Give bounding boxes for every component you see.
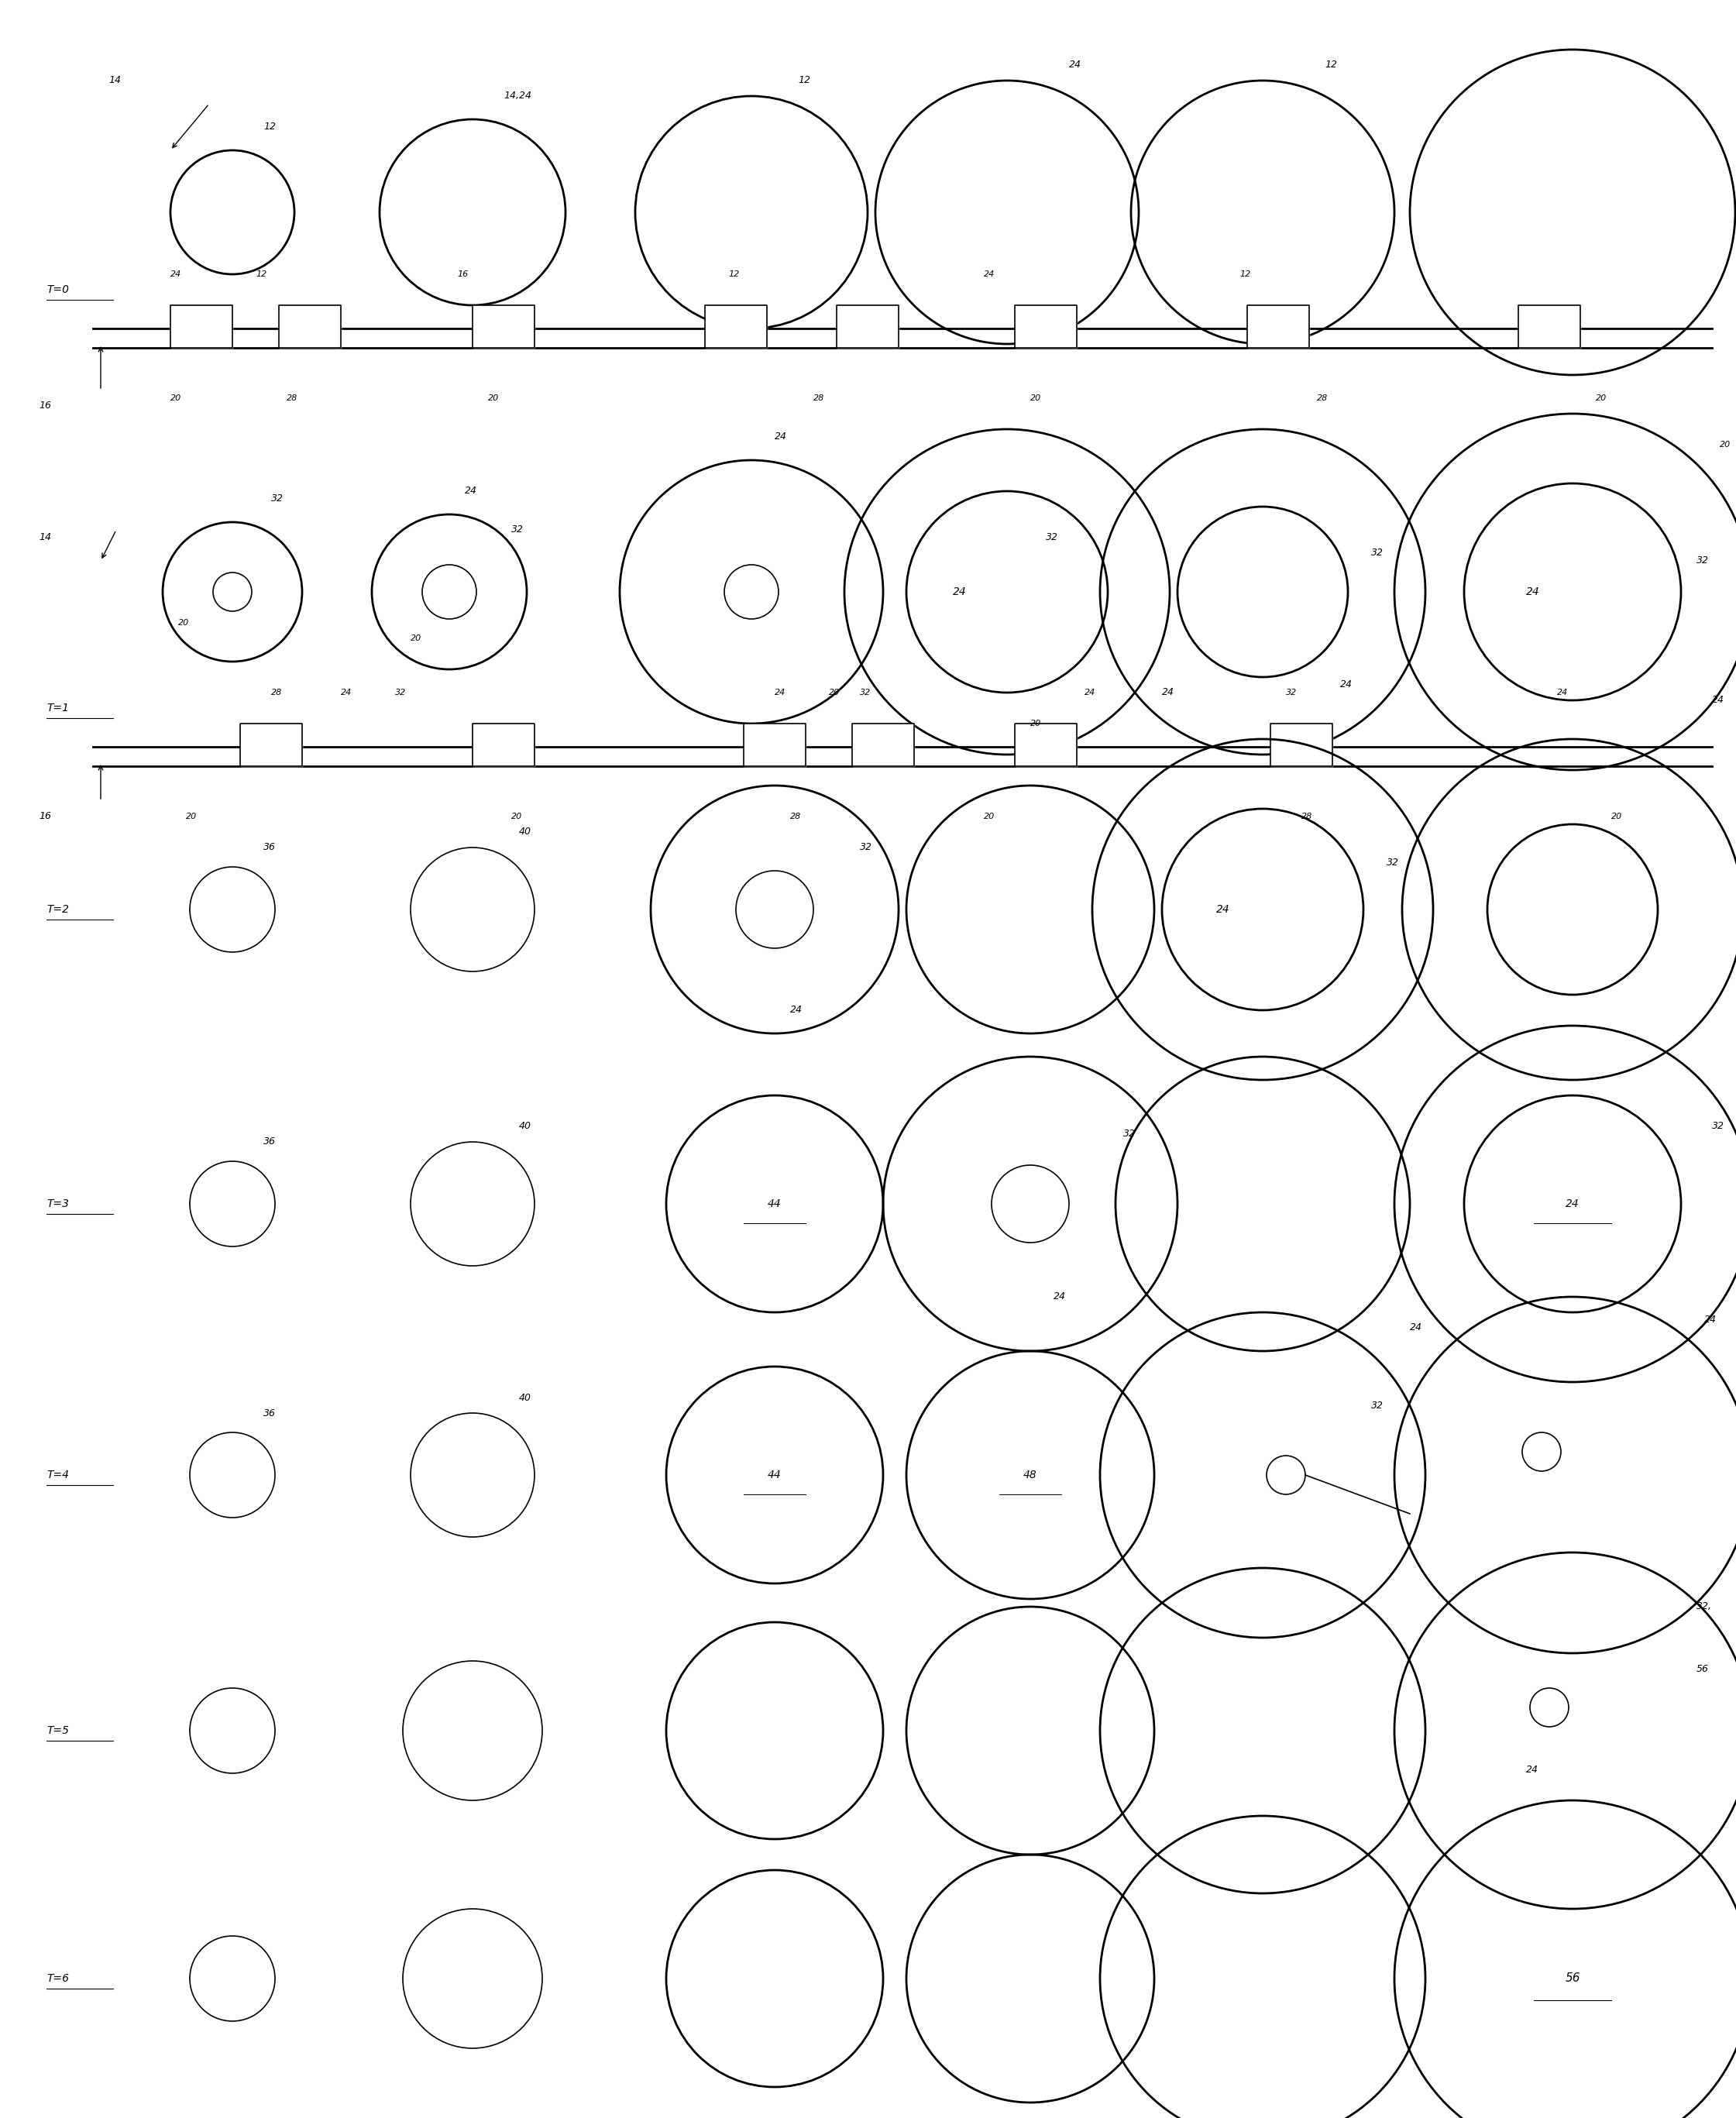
Text: 24: 24 [774, 432, 786, 443]
Text: 24: 24 [1085, 688, 1095, 697]
Text: 24: 24 [1410, 1324, 1422, 1332]
Text: 24: 24 [170, 271, 182, 277]
Text: T=4: T=4 [47, 1470, 69, 1480]
Polygon shape [1271, 724, 1333, 767]
Text: 28: 28 [1318, 394, 1328, 402]
Polygon shape [1519, 305, 1580, 347]
Text: 28: 28 [286, 394, 297, 402]
Text: 24: 24 [984, 271, 995, 277]
Text: 36: 36 [264, 1408, 276, 1419]
Polygon shape [472, 305, 535, 347]
Text: 28: 28 [790, 813, 802, 820]
Polygon shape [1246, 305, 1309, 347]
Text: 32: 32 [1045, 532, 1059, 542]
Text: 24: 24 [953, 587, 967, 597]
Text: 24: 24 [1557, 688, 1568, 697]
Text: 24: 24 [340, 688, 352, 697]
Polygon shape [743, 724, 806, 767]
Text: 32: 32 [859, 843, 871, 854]
Text: 14: 14 [38, 532, 50, 542]
Text: 24: 24 [1526, 587, 1540, 597]
Text: 24: 24 [1161, 688, 1174, 697]
Text: 32: 32 [1371, 549, 1384, 559]
Polygon shape [705, 305, 767, 347]
Text: 24: 24 [1340, 680, 1352, 690]
Text: 20: 20 [984, 813, 995, 820]
Text: 12: 12 [264, 123, 276, 131]
Polygon shape [837, 305, 899, 347]
Text: 12: 12 [1325, 59, 1337, 70]
Text: 40: 40 [519, 1120, 531, 1131]
Text: 32,: 32, [1696, 1601, 1712, 1612]
Text: T=3: T=3 [47, 1199, 69, 1209]
Text: 20: 20 [170, 394, 182, 402]
Text: 24: 24 [1712, 695, 1724, 705]
Polygon shape [240, 724, 302, 767]
Text: 32: 32 [271, 493, 283, 504]
Text: 24: 24 [1566, 1199, 1580, 1209]
Text: 36: 36 [264, 1137, 276, 1148]
Text: 24: 24 [774, 688, 786, 697]
Text: 20: 20 [186, 813, 196, 820]
Text: 40: 40 [519, 1392, 531, 1402]
Polygon shape [1016, 305, 1076, 347]
Text: 28: 28 [271, 688, 283, 697]
Text: 32: 32 [396, 688, 406, 697]
Text: 24: 24 [1069, 59, 1082, 70]
Text: 32: 32 [1712, 1120, 1724, 1131]
Polygon shape [279, 305, 340, 347]
Text: 16: 16 [38, 400, 50, 411]
Text: 12: 12 [799, 76, 811, 85]
Text: T=2: T=2 [47, 904, 69, 915]
Text: T=6: T=6 [47, 1974, 69, 1985]
Text: 28: 28 [814, 394, 825, 402]
Text: 20: 20 [1595, 394, 1608, 402]
Text: 56: 56 [1696, 1663, 1708, 1673]
Text: 32: 32 [1123, 1129, 1135, 1139]
Text: 32: 32 [1371, 1400, 1384, 1411]
Text: 24: 24 [465, 487, 477, 496]
Text: 20: 20 [488, 394, 498, 402]
Text: 20: 20 [1029, 720, 1042, 726]
Text: 48: 48 [1024, 1470, 1036, 1480]
Text: T=5: T=5 [47, 1726, 69, 1737]
Text: T=0: T=0 [47, 284, 69, 294]
Text: 32: 32 [1286, 688, 1297, 697]
Text: 12: 12 [255, 271, 267, 277]
Text: 44: 44 [767, 1199, 781, 1209]
Text: T=1: T=1 [47, 703, 69, 714]
Text: 12: 12 [727, 271, 740, 277]
Text: 24: 24 [790, 1006, 802, 1015]
Text: 20: 20 [512, 813, 523, 820]
Text: 56: 56 [1564, 1972, 1580, 1985]
Text: 14: 14 [108, 76, 122, 85]
Text: 20: 20 [179, 618, 189, 627]
Text: 24: 24 [1054, 1292, 1066, 1303]
Text: 32: 32 [859, 688, 871, 697]
Polygon shape [170, 305, 233, 347]
Text: 20: 20 [1720, 441, 1731, 449]
Text: 20: 20 [1029, 394, 1042, 402]
Polygon shape [1016, 724, 1076, 767]
Text: 24: 24 [1526, 1764, 1538, 1775]
Text: 28: 28 [1302, 813, 1312, 820]
Polygon shape [472, 724, 535, 767]
Text: 32: 32 [1696, 555, 1708, 566]
Text: 12: 12 [1240, 271, 1250, 277]
Text: 16: 16 [457, 271, 469, 277]
Text: 16: 16 [38, 811, 50, 822]
Text: 44: 44 [767, 1470, 781, 1480]
Polygon shape [852, 724, 915, 767]
Text: 32: 32 [1387, 858, 1399, 868]
Text: 32: 32 [512, 525, 524, 536]
Text: 14,24: 14,24 [503, 91, 531, 102]
Text: 20: 20 [411, 635, 422, 642]
Text: 20: 20 [828, 688, 840, 697]
Text: 24: 24 [1217, 904, 1231, 915]
Text: 36: 36 [264, 843, 276, 854]
Text: 20: 20 [1611, 813, 1623, 820]
Text: 40: 40 [519, 826, 531, 837]
Text: 24: 24 [1705, 1315, 1717, 1326]
